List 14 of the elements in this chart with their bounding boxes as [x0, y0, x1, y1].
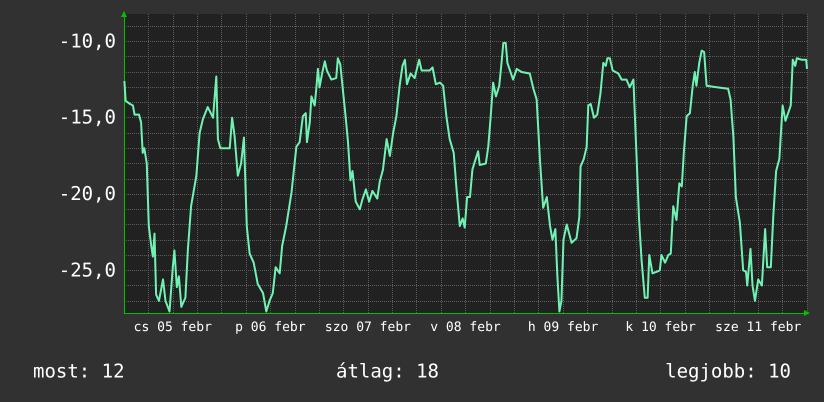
text: most: 12: [33, 360, 125, 382]
x-tick-label: k 10 febr: [625, 320, 696, 335]
x-tick-label: h 09 febr: [528, 320, 598, 335]
x-tick-label: cs 05 febr: [134, 320, 212, 335]
y-tick-label: -25,0: [58, 259, 116, 282]
x-tick-label: p 06 febr: [235, 320, 306, 335]
x-tick-label: sze 11 febr: [715, 320, 802, 335]
y-tick-label: -10,0: [58, 30, 116, 52]
y-tick-label: -20,0: [58, 183, 116, 206]
text: legjobb: 10: [665, 360, 792, 382]
y-tick-label: -15,0: [58, 106, 116, 129]
text: átlag: 18: [336, 360, 439, 382]
x-tick-label: v 08 febr: [430, 320, 501, 335]
x-tick-label: szo 07 febr: [324, 320, 412, 335]
